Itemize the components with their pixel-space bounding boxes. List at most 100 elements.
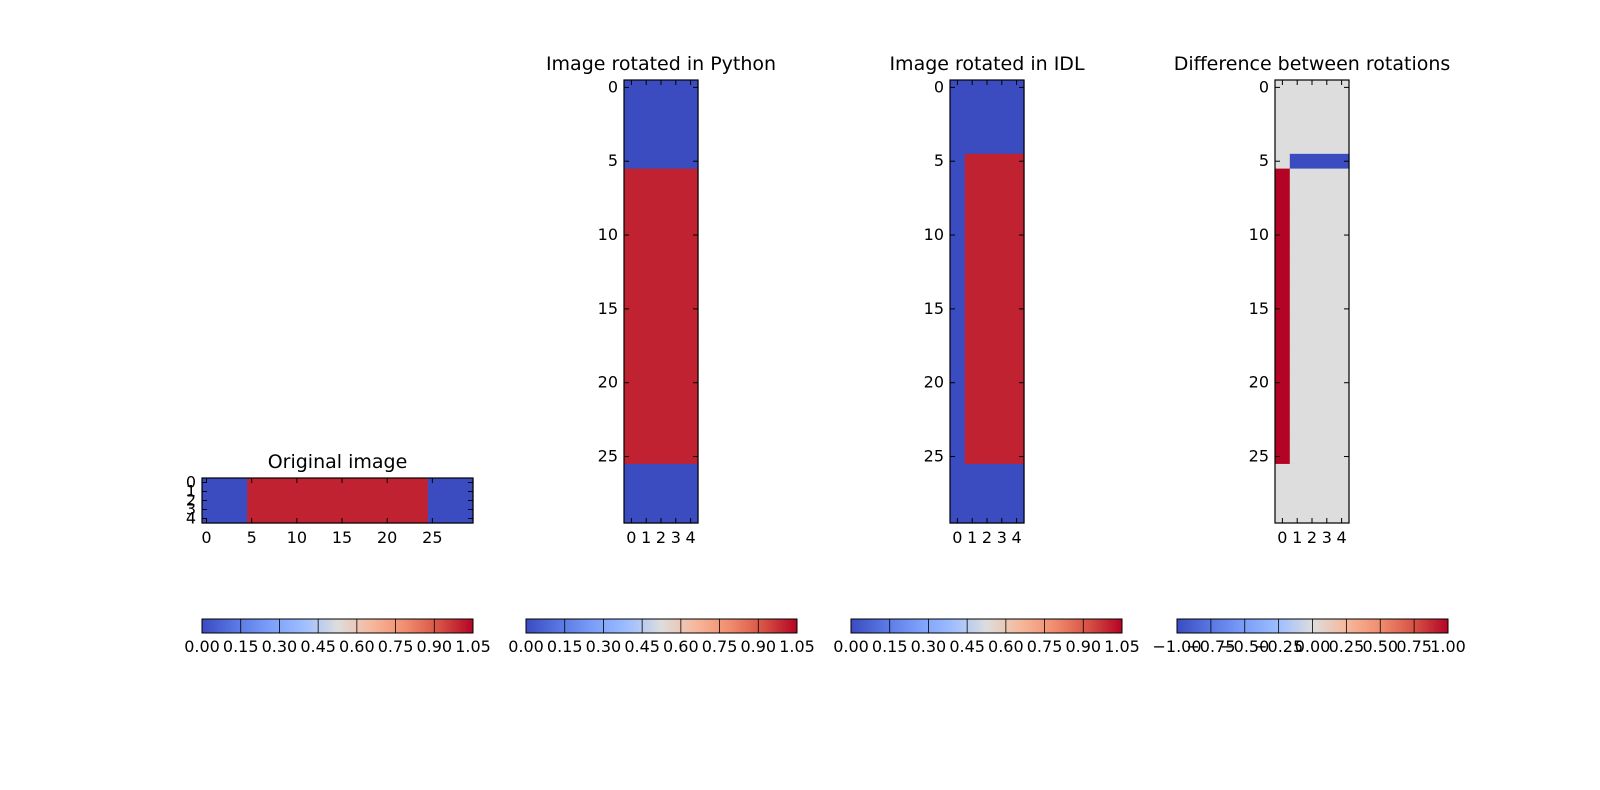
heatmap-cell [950, 419, 966, 435]
x-tick-label: 0 [952, 528, 962, 547]
heatmap-cell [950, 80, 1025, 96]
heatmap-cell [202, 514, 248, 524]
heatmap-cell [1289, 449, 1350, 465]
heatmap-cell [202, 478, 248, 488]
y-tick-label: 15 [924, 299, 944, 318]
heatmap-cell [1289, 183, 1350, 199]
heatmap-cell [624, 508, 699, 524]
heatmap-cell [624, 375, 699, 391]
heatmap-cell [950, 478, 1025, 495]
colorbar-tick-label: 0.90 [416, 637, 452, 656]
heatmap-cell [624, 183, 699, 199]
colorbar-3: −1.00−0.75−0.50−0.250.000.250.500.751.00 [1152, 618, 1466, 656]
heatmap-cell [624, 331, 699, 347]
colorbar-tick-label: 1.05 [779, 637, 815, 656]
heatmap-cell [950, 271, 966, 288]
heatmap-cell [964, 434, 1025, 450]
heatmap-cell [247, 478, 429, 488]
heatmap-cell [1289, 153, 1350, 170]
x-tick-label: 0 [1277, 528, 1287, 547]
heatmap-cell [624, 404, 699, 421]
colorbar-tick-label: −0.25 [1254, 637, 1303, 656]
heatmap-cell [1275, 227, 1291, 244]
heatmap-cell [1275, 463, 1350, 480]
colorbar-tick-label: 0.15 [223, 637, 259, 656]
heatmap-cell [1275, 493, 1350, 509]
heatmap-cell [950, 94, 1025, 111]
heatmap-cell [964, 345, 1025, 362]
y-tick-label: 20 [924, 373, 944, 392]
colorbar-tick-label: −0.75 [1186, 637, 1235, 656]
colorbar-tick-label: 0.75 [1027, 637, 1063, 656]
colorbar-tick-label: 1.05 [455, 637, 491, 656]
colorbar-tick-label: 0.75 [1396, 637, 1432, 656]
heatmap-cell [950, 375, 966, 391]
heatmap-cell [1289, 419, 1350, 435]
heatmap-cell [1289, 331, 1350, 347]
heatmap-cell [964, 271, 1025, 288]
x-tick-label: 2 [656, 528, 666, 547]
colorbar-0: 0.00 0.15 0.30 0.45 0.60 0.75 0.90 1.05 [184, 618, 491, 656]
heatmap-cell [950, 434, 966, 450]
heatmap-cell [624, 286, 699, 303]
heatmap-cell [964, 419, 1025, 435]
heatmap-cell [624, 242, 699, 258]
heatmap-cell [427, 496, 474, 506]
colorbar-tick-label: 0.75 [702, 637, 738, 656]
heatmap-cell [1275, 390, 1291, 406]
heatmap-cell [950, 124, 1025, 140]
colorbar-tick-label: 1.05 [1104, 637, 1140, 656]
x-tick-label: 2 [982, 528, 992, 547]
colorbar-tick-label: −1.00 [1152, 637, 1201, 656]
heatmap-cell [964, 257, 1025, 273]
heatmap-cell [624, 271, 699, 288]
heatmap-cell [624, 124, 699, 140]
heatmap-cell [950, 345, 966, 362]
heatmap-cell [202, 487, 248, 497]
y-tick-label: 2 [186, 491, 196, 510]
heatmap-cell [950, 390, 966, 406]
x-tick-label: 25 [422, 528, 442, 547]
colorbar-tick-label: 0.30 [586, 637, 622, 656]
y-tick-label: 1 [186, 482, 196, 501]
chart-title: Difference between rotations [1174, 53, 1451, 75]
heatmap-cell [950, 463, 1025, 480]
heatmap-cell [964, 360, 1025, 376]
heatmap-cell [1289, 375, 1350, 391]
colorbar-tick-label: 0.90 [740, 637, 776, 656]
heatmap-cell [964, 153, 1025, 170]
heatmap-cell [950, 109, 1025, 125]
heatmap-cell [1275, 80, 1350, 96]
heatmap-cell [202, 505, 248, 515]
colorbar-tick-label: 0.30 [911, 637, 947, 656]
heatmap-cell [950, 198, 966, 214]
y-tick-label: 25 [1249, 447, 1269, 466]
heatmap-cell [624, 153, 699, 170]
colorbar-tick-label: 0.75 [378, 637, 414, 656]
heatmap-cell [950, 331, 966, 347]
heatmap-cell [950, 139, 1025, 155]
heatmap-cell [1289, 360, 1350, 376]
heatmap-cell [1275, 109, 1350, 125]
heatmap-cell [1289, 198, 1350, 214]
heatmap-cell [964, 168, 1025, 184]
heatmap-cell [964, 301, 1025, 317]
heatmap-cell [624, 168, 699, 184]
y-tick-label: 0 [1259, 77, 1269, 96]
heatmap-cell [1289, 212, 1350, 229]
y-tick-label: 10 [598, 225, 618, 244]
heatmap-cell [202, 496, 248, 506]
y-tick-label: 10 [1249, 225, 1269, 244]
heatmap-cell [950, 227, 966, 244]
colorbar-1: 0.00 0.15 0.30 0.45 0.60 0.75 0.90 1.05 [508, 618, 815, 656]
heatmap-cell [1275, 271, 1291, 288]
heatmap-cell [624, 139, 699, 155]
heatmap-cell [1275, 316, 1291, 332]
heatmap-cell [1289, 301, 1350, 317]
x-tick-label: 0 [626, 528, 636, 547]
heatmap-cell [1275, 419, 1291, 435]
y-tick-label: 20 [598, 373, 618, 392]
heatmap-cell [624, 227, 699, 244]
heatmap-cell [247, 514, 429, 524]
